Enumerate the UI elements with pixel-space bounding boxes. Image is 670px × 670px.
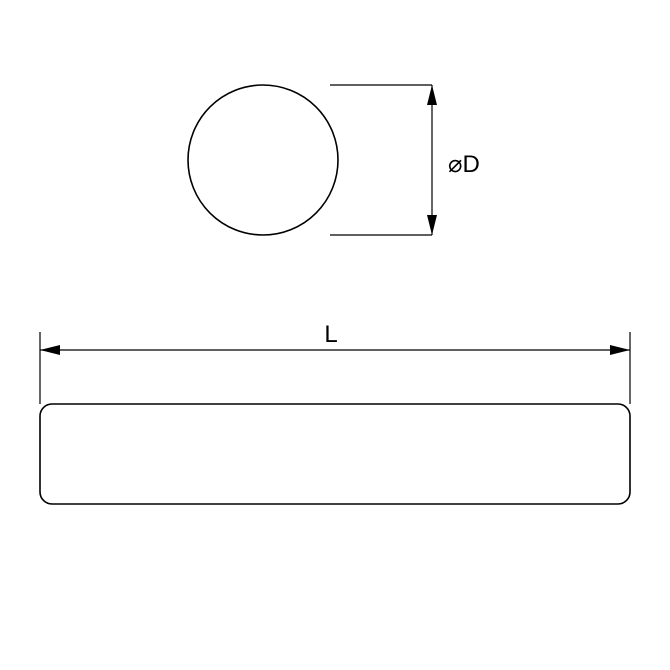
circle-section: ⌀D bbox=[188, 85, 480, 235]
diameter-label: ⌀D bbox=[448, 151, 480, 178]
bar-side-view: L bbox=[40, 321, 630, 504]
length-label: L bbox=[324, 321, 337, 348]
technical-drawing: ⌀D L bbox=[0, 0, 670, 670]
